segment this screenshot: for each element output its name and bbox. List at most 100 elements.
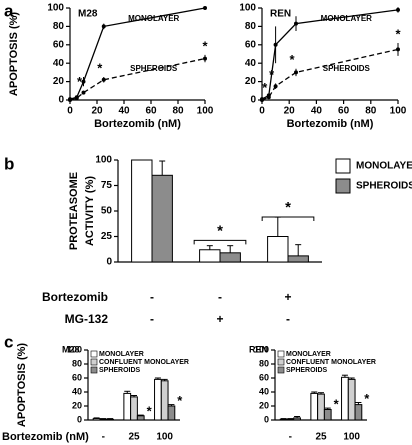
y-tick-label: 0: [250, 95, 256, 106]
x-tick-label: 100: [156, 432, 173, 443]
x-tick-label: 20: [91, 106, 103, 117]
data-point: [203, 56, 207, 61]
x-axis-label: Bortezomib (nM): [287, 118, 374, 130]
bar: [219, 252, 241, 263]
y-tick-label: 0: [264, 414, 269, 424]
bar: [354, 404, 363, 421]
y-tick-label: 40: [72, 386, 82, 396]
row-value: +: [284, 290, 291, 304]
significance-star: *: [334, 397, 340, 412]
legend-label: CONFLUENT MONOLAYER: [99, 359, 189, 366]
x-tick-label: 0: [259, 106, 265, 117]
y-tick-label: 60: [53, 39, 65, 50]
series-line: [69, 57, 206, 101]
bar: [99, 418, 108, 421]
y-tick-label: 80: [72, 358, 82, 368]
legend-swatch: [90, 366, 98, 374]
data-point: [273, 42, 278, 47]
significance-star: *: [202, 38, 208, 53]
panel-letter: c: [4, 332, 13, 351]
data-point: [294, 70, 298, 75]
series-label: SPHEROIDS: [130, 64, 178, 73]
x-tick-label: 100: [343, 432, 360, 443]
chart-title: M28: [62, 344, 80, 354]
y-tick-label: 60: [245, 39, 257, 50]
chart-title: REN: [270, 9, 291, 20]
legend-label: MONOLAYER: [356, 161, 412, 172]
y-tick-label: 20: [72, 400, 82, 410]
y-tick-label: 40: [259, 386, 269, 396]
bar: [199, 249, 221, 263]
bar: [287, 255, 309, 263]
y-tick-label: 40: [245, 58, 257, 69]
y-tick-label: 100: [254, 344, 269, 354]
x-tick-label: 100: [197, 106, 214, 117]
y-axis-label: APOPTOSIS (%): [8, 12, 20, 96]
x-tick-label: -: [289, 432, 292, 443]
significance-star: *: [395, 26, 401, 41]
y-tick-label: 60: [259, 372, 269, 382]
y-tick-label: 20: [259, 400, 269, 410]
bar: [130, 396, 138, 421]
bar: [106, 418, 114, 421]
x-tick-label: 20: [284, 106, 296, 117]
y-tick-label: 80: [245, 21, 257, 32]
significance-star: *: [285, 199, 291, 216]
chart-title: M28: [78, 9, 98, 20]
bar: [154, 378, 162, 421]
x-tick-label: 60: [145, 106, 157, 117]
bar: [293, 417, 301, 421]
significance-star: *: [269, 67, 275, 82]
legend-label: CONFLUENT MONOLAYER: [286, 359, 376, 366]
x-tick-label: 25: [315, 432, 327, 443]
bar: [341, 376, 349, 421]
bar: [347, 378, 356, 421]
y-tick-label: 40: [53, 58, 65, 69]
y-tick-label: 0: [77, 414, 82, 424]
y-tick-label: 75: [101, 180, 113, 191]
y-tick-label: 100: [239, 3, 256, 14]
bar: [131, 159, 153, 263]
x-axis-label: Bortezomib (nM): [94, 118, 181, 130]
significance-star: *: [177, 393, 183, 408]
x-tick-label: 0: [67, 106, 73, 117]
y-axis-label: APOPTOSIS (%): [16, 343, 28, 427]
panel-letter: a: [4, 1, 14, 20]
y-tick-label: 50: [101, 206, 113, 217]
legend-swatch: [277, 358, 285, 366]
x-tick-label: 40: [118, 106, 130, 117]
y-tick-label: 0: [106, 257, 112, 268]
chart-title: REN: [249, 344, 268, 354]
bar: [151, 174, 173, 263]
series-label: MONOLAYER: [321, 14, 372, 23]
legend-label: SPHEROIDS: [286, 367, 328, 374]
bar: [286, 418, 295, 421]
data-point: [266, 95, 271, 100]
data-point: [68, 98, 72, 102]
legend-swatch: [335, 178, 351, 194]
data-point: [74, 96, 79, 101]
x-tick-label: -: [102, 432, 105, 443]
y-tick-label: 100: [95, 155, 112, 166]
y-tick-label: 20: [245, 76, 257, 87]
y-axis-label: PROTEASOME: [68, 172, 80, 250]
y-tick-label: 60: [72, 372, 82, 382]
significance-star: *: [289, 52, 295, 67]
x-tick-label: 80: [365, 106, 377, 117]
bar: [267, 236, 289, 263]
data-point: [101, 24, 106, 29]
data-point: [203, 6, 207, 10]
x-tick-label: 60: [338, 106, 350, 117]
x-tick-label: 100: [390, 106, 407, 117]
legend-swatch: [90, 358, 98, 366]
data-point: [396, 7, 400, 12]
legend-label: SPHEROIDS: [356, 181, 412, 192]
significance-star: *: [77, 74, 83, 89]
data-point: [101, 77, 106, 82]
y-tick-label: 100: [47, 3, 64, 14]
row-value: -: [150, 290, 154, 304]
bar: [310, 392, 319, 421]
row-value: +: [216, 312, 223, 326]
x-axis-label: Bortezomib (nM): [2, 431, 89, 443]
significance-star: *: [217, 222, 223, 239]
